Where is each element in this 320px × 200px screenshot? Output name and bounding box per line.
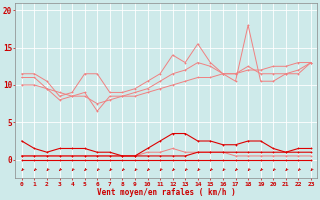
X-axis label: Vent moyen/en rafales ( km/h ): Vent moyen/en rafales ( km/h ) <box>97 188 236 197</box>
